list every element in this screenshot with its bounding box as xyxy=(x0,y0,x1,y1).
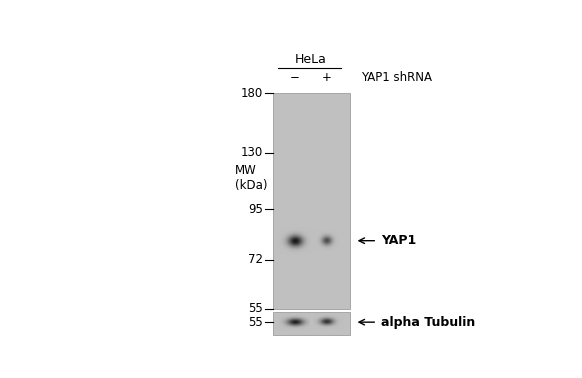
Text: 95: 95 xyxy=(248,203,262,216)
Text: −: − xyxy=(290,71,300,84)
Bar xyxy=(274,93,350,309)
Bar xyxy=(274,312,350,335)
Text: alpha Tubulin: alpha Tubulin xyxy=(381,316,475,328)
Text: 55: 55 xyxy=(248,302,262,315)
Text: YAP1 shRNA: YAP1 shRNA xyxy=(361,71,432,84)
Text: MW
(kDa): MW (kDa) xyxy=(235,164,267,192)
Text: 55: 55 xyxy=(248,316,262,328)
Text: 180: 180 xyxy=(240,87,262,100)
Text: YAP1: YAP1 xyxy=(381,234,416,247)
Text: 130: 130 xyxy=(240,146,262,159)
Text: HeLa: HeLa xyxy=(295,53,327,66)
Text: 72: 72 xyxy=(248,253,262,266)
Text: +: + xyxy=(322,71,332,84)
